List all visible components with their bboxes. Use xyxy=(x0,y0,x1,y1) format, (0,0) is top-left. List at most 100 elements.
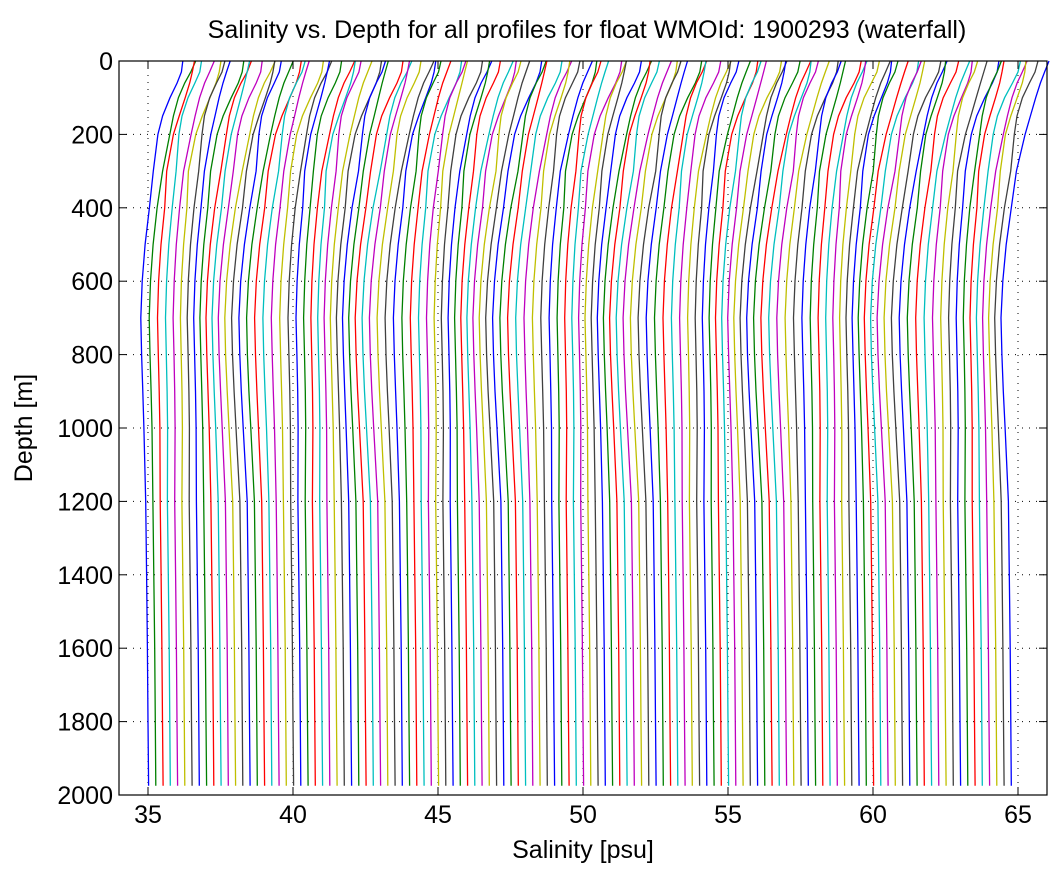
salinity-profile-line xyxy=(975,60,1022,786)
salinity-profile-line xyxy=(205,60,253,786)
y-tick-label: 400 xyxy=(71,195,113,223)
x-tick-label: 40 xyxy=(279,801,307,829)
y-tick-label: 1400 xyxy=(57,562,113,590)
salinity-profile-line xyxy=(440,60,484,786)
salinity-profile-line xyxy=(615,60,661,786)
x-axis-label: Salinity [psu] xyxy=(512,836,654,864)
salinity-profile-line xyxy=(317,60,356,786)
salinity-profile-line xyxy=(302,60,343,786)
x-tick-label: 60 xyxy=(859,801,887,829)
salinity-profile-line xyxy=(531,60,571,786)
salinity-profile-line xyxy=(1000,60,1050,786)
salinity-profile-line xyxy=(845,60,891,786)
profiles xyxy=(140,60,1050,786)
x-axis: 35 40 45 50 55 60 65 xyxy=(134,61,1032,829)
salinity-profile-line xyxy=(653,60,703,786)
salinity-profile-line xyxy=(348,60,389,786)
salinity-profile-line xyxy=(262,60,306,786)
salinity-profile-line xyxy=(460,60,502,786)
salinity-profile-line xyxy=(409,60,452,786)
salinity-profile-line xyxy=(662,60,708,786)
salinity-profile-line xyxy=(746,60,787,786)
salinity-profile-line xyxy=(287,60,333,786)
salinity-profile-line xyxy=(238,60,282,786)
x-tick-label: 65 xyxy=(1004,801,1032,829)
salinity-profile-line xyxy=(361,60,413,786)
y-axis: 0 200 400 600 800 1000 1200 1400 1600 1800 2000 xyxy=(57,48,1047,810)
chart-title: Salinity vs. Depth for all profiles for … xyxy=(208,16,967,44)
salinity-profile-line xyxy=(721,60,762,786)
salinity-profile-line xyxy=(686,60,732,786)
y-axis-label: Depth [m] xyxy=(10,374,38,482)
salinity-profile-line xyxy=(694,60,732,786)
salinity-profile-line xyxy=(915,60,960,786)
salinity-profile-line xyxy=(678,60,722,786)
salinity-profile-line xyxy=(401,60,442,786)
salinity-profile-line xyxy=(851,60,893,786)
salinity-profile-line xyxy=(279,60,325,786)
salinity-profile-line xyxy=(727,60,768,786)
salinity-profile-line xyxy=(708,60,752,786)
salinity-profile-line xyxy=(310,60,356,786)
y-tick-label: 1800 xyxy=(57,709,113,737)
salinity-profile-line xyxy=(898,60,948,786)
salinity-profile-line xyxy=(622,60,673,786)
salinity-profile-line xyxy=(341,60,387,786)
salinity-profile-line xyxy=(485,60,531,786)
salinity-profile-line xyxy=(947,60,988,786)
salinity-profile-line xyxy=(962,60,1003,786)
salinity-profile-line xyxy=(156,60,196,786)
y-tick-label: 2000 xyxy=(57,782,113,810)
x-tick-label: 55 xyxy=(714,801,742,829)
salinity-profile-line xyxy=(230,60,276,786)
salinity-profile-line xyxy=(140,60,184,786)
salinity-profile-line xyxy=(784,60,830,786)
salinity-profile-line xyxy=(776,60,820,786)
salinity-profile-line xyxy=(515,60,563,786)
salinity-profile-line xyxy=(760,60,812,786)
salinity-profile-line xyxy=(931,60,973,786)
salinity-profile-line xyxy=(883,60,926,786)
x-tick-label: 50 xyxy=(569,801,597,829)
salinity-profile-line xyxy=(768,60,812,786)
salinity-profile-line xyxy=(453,60,491,786)
salinity-profile-line xyxy=(199,60,245,786)
salinity-profile-line xyxy=(270,60,310,786)
x-tick-label: 45 xyxy=(424,801,452,829)
y-tick-label: 1000 xyxy=(57,415,113,443)
salinity-profile-line xyxy=(368,60,411,786)
salinity-profile-line xyxy=(523,60,573,786)
salinity-profile-line xyxy=(211,60,251,786)
salinity-profile-line xyxy=(739,60,788,786)
salinity-profile-line xyxy=(245,60,294,786)
salinity-profile-line xyxy=(857,60,899,786)
salinity-profile-line xyxy=(752,60,801,786)
salinity-profile-line xyxy=(876,60,922,786)
salinity-profile-line xyxy=(863,60,909,786)
salinity-profile-line xyxy=(825,60,868,786)
y-tick-label: 600 xyxy=(71,268,113,296)
salinity-profile-line xyxy=(955,60,1000,786)
salinity-profile-line xyxy=(809,60,847,786)
salinity-profile-line xyxy=(602,60,653,786)
x-tick-label: 35 xyxy=(134,801,162,829)
salinity-profile-line xyxy=(838,60,881,786)
salinity-profile-line xyxy=(906,60,947,786)
salinity-profile-line xyxy=(590,60,628,786)
salinity-profile-line xyxy=(172,60,215,786)
salinity-profile-line xyxy=(392,60,437,786)
salinity-profile-line xyxy=(994,60,1039,786)
salinity-profile-line xyxy=(384,60,435,786)
salinity-profile-line xyxy=(148,60,197,786)
salinity-profile-line xyxy=(670,60,707,786)
salinity-profile-line xyxy=(354,60,404,786)
y-tick-label: 200 xyxy=(71,121,113,149)
salinity-profile-line xyxy=(832,60,867,786)
salinity-profile-line xyxy=(608,60,651,786)
salinity-profile-line xyxy=(548,60,593,786)
salinity-profile-line xyxy=(969,60,1005,786)
salinity-profile-line xyxy=(499,60,547,786)
salinity-profile-line xyxy=(186,60,226,786)
salinity-profile-line xyxy=(323,60,362,786)
y-tick-label: 0 xyxy=(99,48,113,76)
